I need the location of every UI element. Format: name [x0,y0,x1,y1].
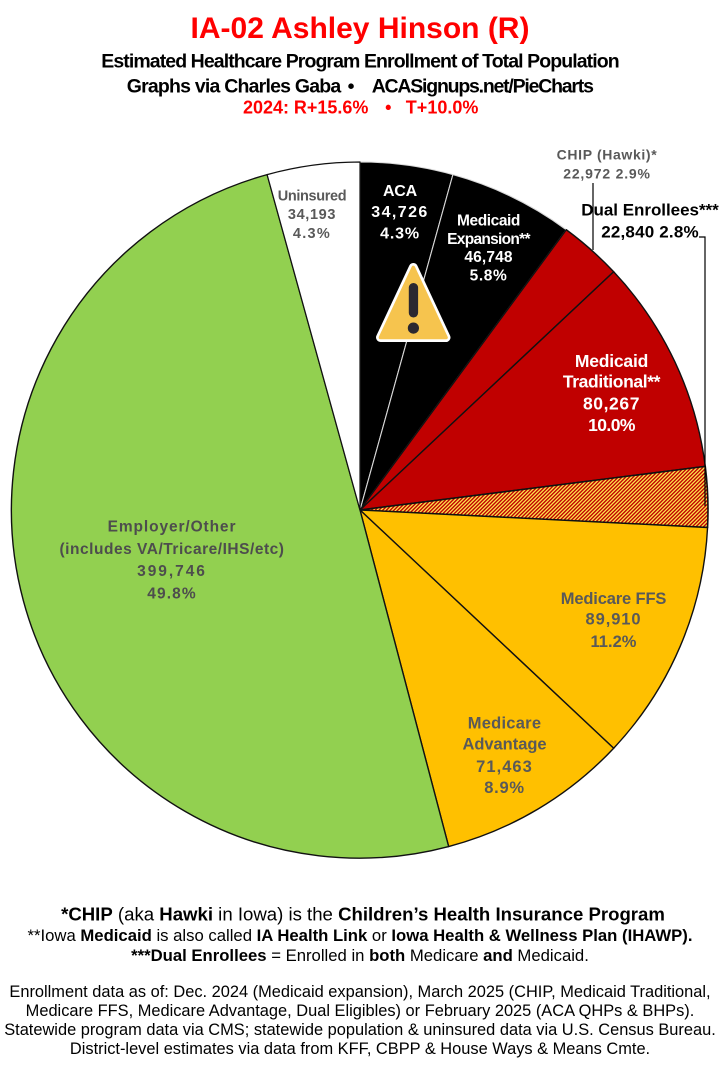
svg-text:Statewide program data via CMS: Statewide program data via CMS; statewid… [4,1021,716,1039]
svg-text:***Dual Enrollees = Enrolled i: ***Dual Enrollees = Enrolled in both Med… [131,946,589,965]
svg-text:399,746: 399,746 [137,563,207,580]
svg-text:10.0%: 10.0% [588,415,636,435]
svg-text:Medicare: Medicare [468,714,542,732]
svg-text:2024: R+15.6%: 2024: R+15.6% [243,98,368,118]
svg-text:46,748: 46,748 [464,249,512,266]
svg-text:**Iowa Medicaid is also called: **Iowa Medicaid is also called IA Health… [28,926,693,945]
svg-text:Medicare FFS, Medicare Advanta: Medicare FFS, Medicare Advantage, Dual E… [26,1002,695,1020]
svg-text:Employer/Other: Employer/Other [108,519,237,536]
svg-text:*CHIP (aka Hawki in Iowa) is t: *CHIP (aka Hawki in Iowa) is the Childre… [61,904,665,925]
svg-text:CHIP (Hawki)*: CHIP (Hawki)* [557,146,658,162]
svg-text:Dual Enrollees***: Dual Enrollees*** [581,201,719,220]
svg-text:Medicare FFS: Medicare FFS [561,590,667,608]
svg-text:ACA: ACA [383,183,418,200]
svg-text:5.8%: 5.8% [470,267,508,284]
svg-text:Advantage: Advantage [462,736,546,754]
svg-text:11.2%: 11.2% [590,633,636,651]
svg-text:49.8%: 49.8% [147,585,197,602]
svg-text:ACASignups.net/PieCharts: ACASignups.net/PieCharts [372,75,594,97]
svg-text:Medicaid: Medicaid [457,213,520,230]
svg-text:71,463: 71,463 [476,758,533,776]
svg-text:22,840 2.8%: 22,840 2.8% [601,223,699,242]
svg-text:22,972 2.9%: 22,972 2.9% [563,165,651,181]
svg-text:Estimated Healthcare Program E: Estimated Healthcare Program Enrollment … [101,50,618,72]
svg-text:•: • [385,98,391,118]
svg-text:Graphs via Charles Gaba: Graphs via Charles Gaba [127,75,342,97]
svg-text:34,726: 34,726 [371,204,429,221]
svg-text:District-level estimates via d: District-level estimates via data from K… [70,1040,650,1058]
svg-text:80,267: 80,267 [583,394,640,414]
svg-text:(includes VA/Tricare/IHS/etc): (includes VA/Tricare/IHS/etc) [60,541,285,558]
svg-text:Traditional**: Traditional** [563,371,661,391]
svg-text:8.9%: 8.9% [484,779,524,797]
svg-text:Uninsured: Uninsured [278,189,346,205]
svg-text:4.3%: 4.3% [380,225,420,242]
svg-text:89,910: 89,910 [586,611,642,629]
svg-text:Expansion**: Expansion** [447,231,531,248]
svg-text:4.3%: 4.3% [293,226,331,242]
svg-text:34,193: 34,193 [288,207,336,223]
svg-text:Enrollment data as of: Dec. 20: Enrollment data as of: Dec. 2024 (Medica… [9,983,710,1001]
svg-text:•: • [348,75,355,97]
svg-text:T+10.0%: T+10.0% [406,98,479,118]
svg-text:IA-02 Ashley Hinson (R): IA-02 Ashley Hinson (R) [191,12,530,45]
svg-text:Medicaid: Medicaid [575,351,648,371]
